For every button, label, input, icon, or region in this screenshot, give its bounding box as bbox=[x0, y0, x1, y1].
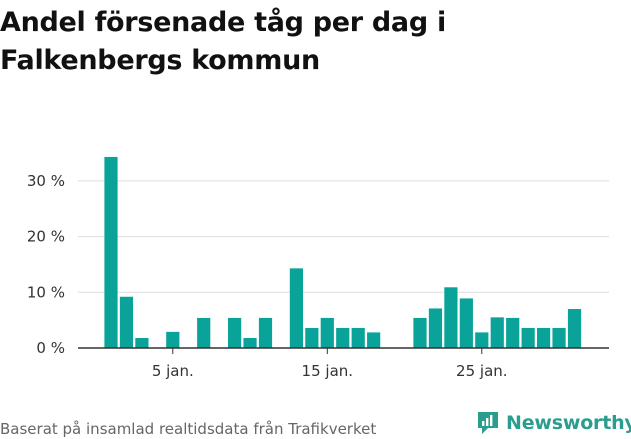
bar-day-7 bbox=[197, 317, 211, 348]
bar-day-24 bbox=[459, 298, 473, 348]
bar-day-1 bbox=[104, 156, 118, 348]
bar-day-2 bbox=[119, 296, 134, 348]
bar-day-28 bbox=[521, 327, 535, 348]
y-tick-label-20: 20 % bbox=[27, 228, 65, 246]
gridlines bbox=[78, 180, 609, 293]
bar-day-26 bbox=[490, 317, 504, 348]
brand-logo[interactable]: Newsworthy bbox=[476, 408, 631, 438]
y-tick-label-0: 0 % bbox=[36, 339, 65, 357]
bar-day-18 bbox=[367, 332, 381, 348]
bar-day-27 bbox=[506, 317, 520, 348]
bar-day-16 bbox=[336, 327, 350, 348]
newsworthy-logo-icon bbox=[478, 412, 498, 434]
bar-day-21 bbox=[413, 317, 427, 348]
chart-title: Andel försenade tåg per dag i Falkenberg… bbox=[0, 7, 446, 76]
bar-day-11 bbox=[258, 317, 273, 348]
source-note: Baserat på insamlad realtidsdata från Tr… bbox=[0, 420, 377, 438]
bar-day-17 bbox=[351, 327, 365, 348]
bar-day-22 bbox=[428, 308, 443, 348]
bar-day-23 bbox=[444, 287, 458, 348]
bar-day-13 bbox=[289, 268, 303, 348]
y-tick-label-10: 10 % bbox=[27, 283, 65, 301]
bar-day-9 bbox=[228, 317, 242, 348]
x-tick-label-25: 25 jan. bbox=[456, 362, 508, 380]
bars bbox=[104, 156, 582, 348]
bar-day-10 bbox=[243, 337, 257, 348]
x-ticks: 5 jan. 15 jan. 25 jan. bbox=[152, 348, 508, 380]
bar-day-15 bbox=[320, 317, 334, 348]
bar-day-3 bbox=[135, 337, 149, 348]
bar-day-14 bbox=[305, 327, 319, 348]
x-tick-label-15: 15 jan. bbox=[302, 362, 354, 380]
bar-day-29 bbox=[537, 327, 551, 348]
bar-day-5 bbox=[166, 331, 180, 348]
y-tick-labels: 0 % 10 % 20 % 30 % bbox=[27, 172, 65, 357]
bar-day-30 bbox=[552, 327, 566, 348]
brand-name: Newsworthy bbox=[506, 412, 631, 434]
bar-day-25 bbox=[475, 332, 489, 348]
x-tick-label-5: 5 jan. bbox=[152, 362, 194, 380]
bar-day-31 bbox=[567, 309, 582, 348]
y-tick-label-30: 30 % bbox=[27, 172, 65, 190]
